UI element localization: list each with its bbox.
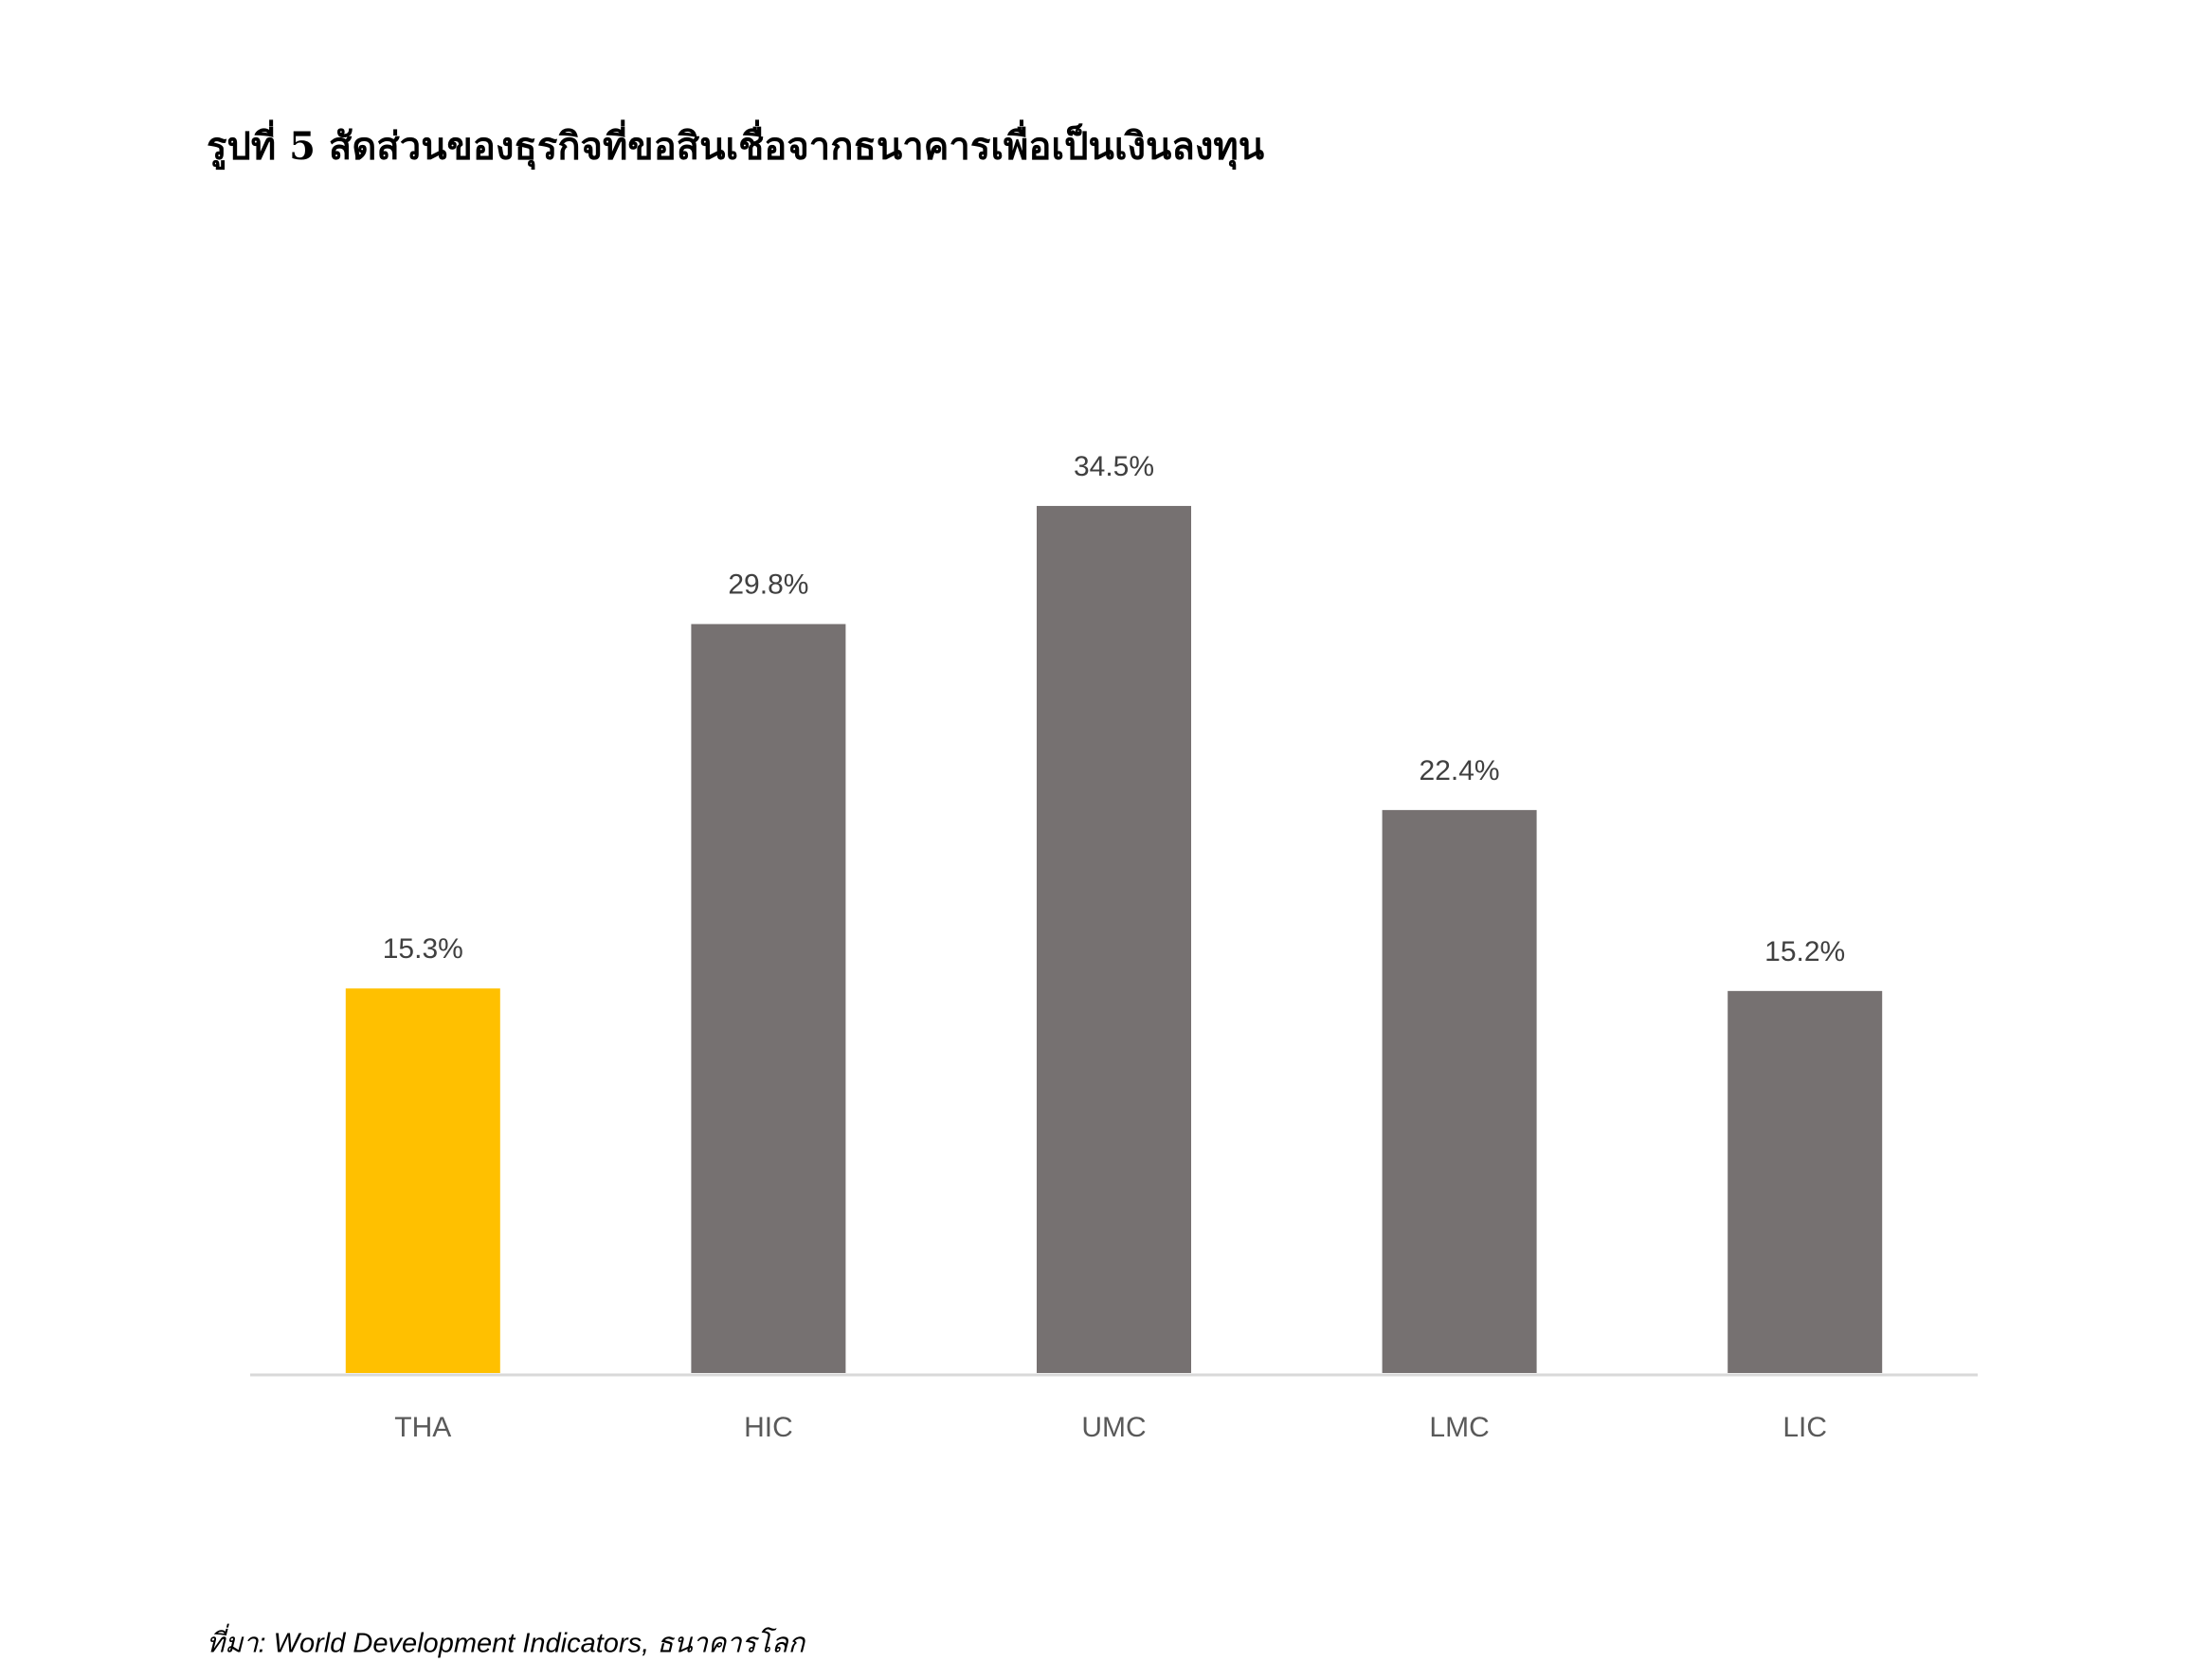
value-label: 29.8% [728, 569, 808, 601]
bar [1037, 505, 1191, 1373]
bar [1728, 990, 1883, 1373]
value-label: 15.2% [1764, 936, 1845, 967]
x-tick-label: LIC [1782, 1412, 1827, 1443]
x-tick-label: HIC [744, 1412, 793, 1443]
value-label: 22.4% [1420, 755, 1500, 786]
x-tick-label: THA [394, 1412, 451, 1443]
bar [691, 623, 846, 1373]
bar [345, 988, 500, 1373]
chart-title: รูปที่ 5 สัดส่วนของธุรกิจที่ขอสินเชื่อจา… [207, 119, 1264, 171]
x-tick-label: LMC [1429, 1412, 1489, 1443]
value-label: 34.5% [1074, 451, 1154, 482]
value-label: 15.3% [383, 933, 463, 965]
source-note: ที่มา: World Development Indicators, ธนา… [207, 1624, 806, 1659]
x-tick-label: UMC [1081, 1412, 1146, 1443]
bar [1382, 809, 1537, 1373]
